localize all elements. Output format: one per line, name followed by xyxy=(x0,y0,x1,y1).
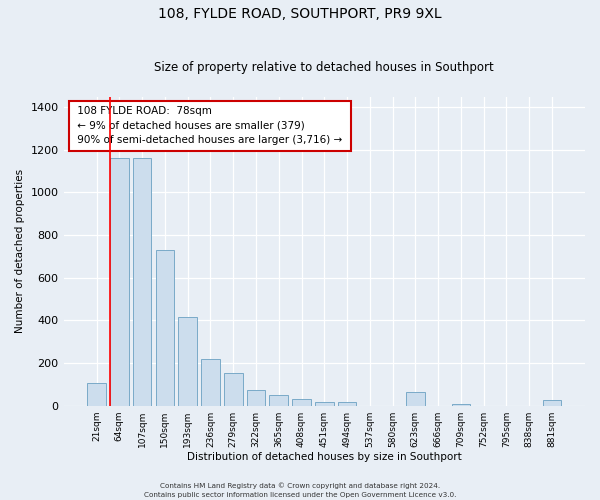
Bar xyxy=(315,402,334,406)
Bar xyxy=(201,359,220,406)
Bar xyxy=(110,158,128,406)
Text: 108, FYLDE ROAD, SOUTHPORT, PR9 9XL: 108, FYLDE ROAD, SOUTHPORT, PR9 9XL xyxy=(158,8,442,22)
Bar xyxy=(406,392,425,406)
Text: 108 FYLDE ROAD:  78sqm 
 ← 9% of detached houses are smaller (379) 
 90% of semi: 108 FYLDE ROAD: 78sqm ← 9% of detached h… xyxy=(74,106,346,146)
Bar xyxy=(292,400,311,406)
Y-axis label: Number of detached properties: Number of detached properties xyxy=(15,169,25,333)
Bar xyxy=(247,390,265,406)
Title: Size of property relative to detached houses in Southport: Size of property relative to detached ho… xyxy=(154,62,494,74)
Bar xyxy=(155,250,174,406)
Bar xyxy=(178,317,197,406)
Bar xyxy=(452,404,470,406)
Text: Contains HM Land Registry data © Crown copyright and database right 2024.: Contains HM Land Registry data © Crown c… xyxy=(160,482,440,489)
Text: Contains public sector information licensed under the Open Government Licence v3: Contains public sector information licen… xyxy=(144,492,456,498)
Bar xyxy=(269,395,288,406)
Bar xyxy=(542,400,561,406)
Bar xyxy=(87,384,106,406)
Bar xyxy=(338,402,356,406)
X-axis label: Distribution of detached houses by size in Southport: Distribution of detached houses by size … xyxy=(187,452,461,462)
Bar xyxy=(133,158,151,406)
Bar xyxy=(224,372,242,406)
